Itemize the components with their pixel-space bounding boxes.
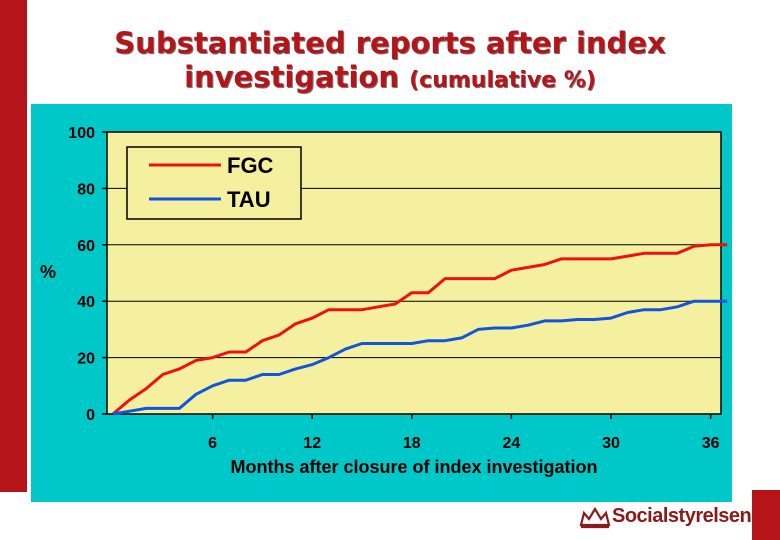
legend-box [126,146,302,220]
series-line-fgc [112,243,728,416]
slide-title-line1: Substantiated reports after index [114,26,666,60]
y-tick-label: 80 [77,181,95,198]
x-tick-label: 30 [602,435,620,452]
series-group [112,243,728,416]
x-tick-label: 12 [303,435,321,452]
legend-label-fgc: FGC [227,153,274,178]
x-tick-label: 36 [702,435,720,452]
brand-name: Socialstyrelsen [612,504,752,527]
y-tick-label: 0 [86,407,95,424]
y-tick-label: 40 [77,294,95,311]
y-axis-ticks: 0 20 40 60 80 100 [68,125,107,424]
x-axis-ticks: 6 12 18 24 30 36 [208,414,720,452]
slide-title-line2: investigation (cumulative %) [30,60,750,98]
x-tick-label: 6 [208,435,217,452]
slide-title: Substantiated reports after index invest… [30,26,750,98]
y-tick-label: 20 [77,351,95,368]
corner-accent-block [752,490,780,540]
series-line-tau [112,299,728,416]
grid-lines [107,187,721,359]
left-accent-bar [0,0,27,492]
x-tick-label: 18 [403,435,421,452]
slide-title-main: investigation [184,60,399,94]
chart-svg: 0 20 40 60 80 100 6 12 18 24 30 36 % Months after … [31,104,732,502]
y-axis-label: % [40,262,56,282]
x-tick-label: 24 [503,435,521,452]
crown-logo-icon [579,506,611,529]
y-tick-label: 100 [68,125,95,142]
y-tick-label: 60 [77,238,95,255]
legend: FGC TAU [126,146,302,220]
brand-logo: Socialstyrelsen [578,501,752,531]
line-chart: 0 20 40 60 80 100 6 12 18 24 30 36 % Months after … [31,104,732,502]
x-axis-label: Months after closure of index investigat… [230,457,597,477]
legend-label-tau: TAU [227,187,271,212]
slide-title-suffix: (cumulative %) [409,68,596,93]
